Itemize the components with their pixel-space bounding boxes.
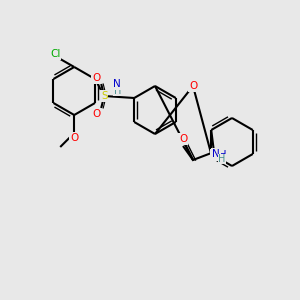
Text: O: O	[92, 109, 100, 119]
Text: N: N	[113, 79, 121, 89]
Text: H: H	[218, 154, 226, 164]
Text: N: N	[212, 149, 220, 159]
Text: O: O	[179, 134, 187, 144]
Text: Cl: Cl	[50, 49, 60, 59]
Text: NH: NH	[211, 150, 227, 160]
Text: O: O	[92, 73, 100, 83]
Text: S: S	[101, 91, 107, 101]
Text: O: O	[70, 133, 78, 143]
Text: H: H	[113, 86, 121, 96]
Text: O: O	[189, 81, 197, 91]
